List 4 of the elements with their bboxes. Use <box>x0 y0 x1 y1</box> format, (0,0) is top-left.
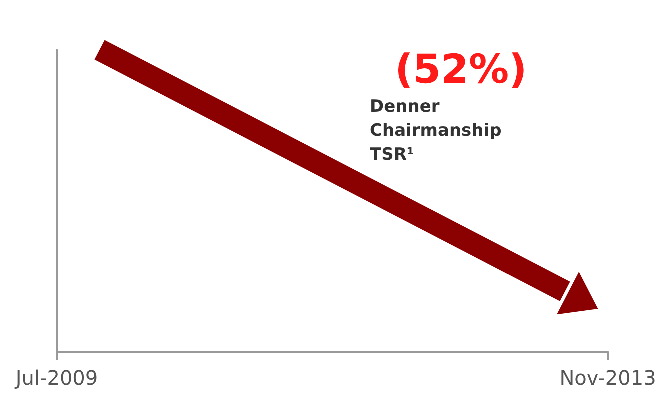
annotation: (52%) <box>395 47 528 93</box>
annotation: Denner Chairmanship TSR¹ <box>370 97 508 165</box>
x-tick-label: Nov-2013 <box>560 366 656 390</box>
x-tick-label: Jul-2009 <box>14 366 98 390</box>
